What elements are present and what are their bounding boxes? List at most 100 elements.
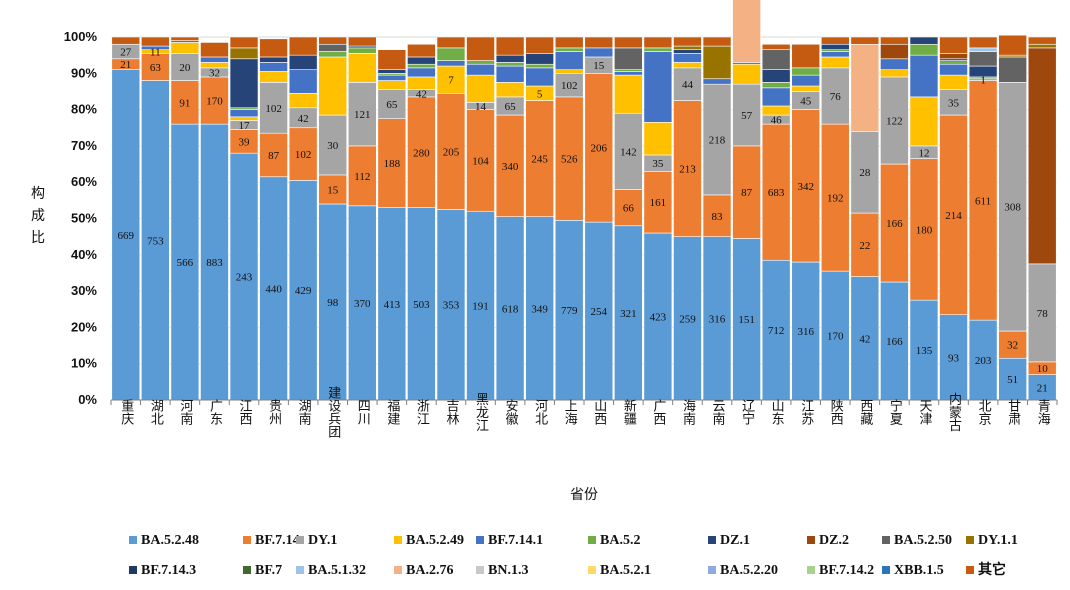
bar-segment <box>673 45 702 51</box>
legend-swatch <box>966 566 974 574</box>
data-labels: 6692127753631156691208831703224339174408… <box>118 47 1049 395</box>
bar-segment <box>909 299 939 401</box>
bar-segment <box>702 236 732 401</box>
x-tick-label: 吉林 <box>443 399 459 425</box>
y-tick-label: 50% <box>71 211 97 226</box>
bar-segment <box>141 80 170 401</box>
data-label: 93 <box>948 352 960 364</box>
data-label: 192 <box>827 193 844 205</box>
x-tick-label: 天津 <box>916 399 932 425</box>
bar-segment <box>673 53 702 63</box>
y-tick-label: 70% <box>71 138 97 153</box>
bar-segment <box>495 36 525 56</box>
data-label: 14 <box>475 101 487 113</box>
bar-segment <box>761 69 791 83</box>
data-label: 63 <box>150 62 162 74</box>
legend-swatch <box>807 536 815 544</box>
legend-swatch <box>243 566 251 574</box>
x-tick-label: 安徽 <box>503 399 519 425</box>
bar-segment <box>643 171 673 234</box>
bar-segment <box>111 69 141 401</box>
data-label: 66 <box>623 203 635 215</box>
bar-segment <box>407 56 436 65</box>
data-label: 883 <box>206 257 223 269</box>
bar-segment <box>614 74 643 114</box>
bar-segment <box>761 87 791 107</box>
legend-swatch <box>476 566 484 574</box>
legend-swatch <box>394 566 402 574</box>
data-label: 349 <box>531 303 548 315</box>
bar-segment <box>968 47 998 52</box>
bar-segment <box>554 51 584 70</box>
bar-segment <box>820 67 850 125</box>
data-label: 526 <box>561 154 578 166</box>
bar-segment <box>820 270 850 401</box>
bar-segment <box>968 51 998 67</box>
y-tick-label: 40% <box>71 247 97 262</box>
bar-segment <box>880 69 909 78</box>
bar-segment <box>111 36 141 45</box>
bar-segment <box>939 36 968 54</box>
bar-segment <box>229 152 259 401</box>
y-axis-title: 构成比 <box>31 186 45 246</box>
bar-segment <box>288 54 318 70</box>
x-tick-label: 上海 <box>562 399 578 425</box>
x-tick-label: 山西 <box>591 399 607 425</box>
x-tick-label: 福建 <box>384 399 400 426</box>
bar-segment <box>673 62 702 69</box>
x-tick-label: 江苏 <box>798 399 814 425</box>
bar-segment <box>1027 263 1057 363</box>
bar-segment <box>525 36 554 54</box>
data-label: 214 <box>945 210 962 222</box>
bar-segment <box>614 189 643 227</box>
legend-label: DZ.2 <box>819 533 849 548</box>
legend-swatch <box>476 536 484 544</box>
bar-segment <box>673 49 702 54</box>
data-label: 20 <box>179 62 191 74</box>
bar-segment <box>229 109 259 118</box>
x-tick-label: 甘肃 <box>1005 399 1021 425</box>
bar-segment <box>732 0 761 63</box>
x-tick-label: 贵州 <box>266 399 282 425</box>
data-label: 42 <box>298 113 309 125</box>
bar-segment <box>791 109 821 263</box>
bar-segment <box>318 174 348 205</box>
legend-swatch <box>394 536 402 544</box>
data-label: 413 <box>384 299 401 311</box>
data-label: 151 <box>738 314 755 326</box>
x-tick-label: 黑龙江 <box>473 393 489 432</box>
data-label: 35 <box>652 158 664 170</box>
bar-segment <box>436 36 466 49</box>
bar-segment <box>939 63 968 76</box>
data-label: 87 <box>741 187 753 199</box>
bar-segment <box>377 89 407 119</box>
bar-segment <box>584 47 614 58</box>
x-tick-label: 青海 <box>1035 399 1051 425</box>
bar-segment <box>820 43 850 51</box>
data-label: 166 <box>886 336 903 348</box>
x-tick-label: 湖北 <box>148 399 164 426</box>
data-label: 429 <box>295 285 312 297</box>
bar-segment <box>407 67 436 78</box>
bar-segment <box>554 47 584 52</box>
bar-segment <box>939 53 968 60</box>
bar-segment <box>318 43 348 52</box>
legend-label: BF.7 <box>255 563 282 578</box>
bar-segment <box>436 65 466 94</box>
legend-label: BA.5.2 <box>600 533 640 548</box>
data-label: 440 <box>265 283 282 295</box>
bar-segment <box>820 123 850 272</box>
bar-segment <box>939 74 968 90</box>
bar-segment <box>998 357 1027 401</box>
data-label: 28 <box>859 167 871 179</box>
bar-segment <box>347 145 377 207</box>
bar-segment <box>732 145 761 239</box>
bar-segment <box>259 62 288 72</box>
legend-swatch <box>708 566 716 574</box>
data-label: 51 <box>1007 374 1018 386</box>
data-label: 321 <box>620 308 637 320</box>
bar-segment <box>968 80 998 321</box>
data-label: 78 <box>1037 308 1049 320</box>
bar-segment <box>466 74 495 103</box>
bar-segment <box>200 56 229 63</box>
